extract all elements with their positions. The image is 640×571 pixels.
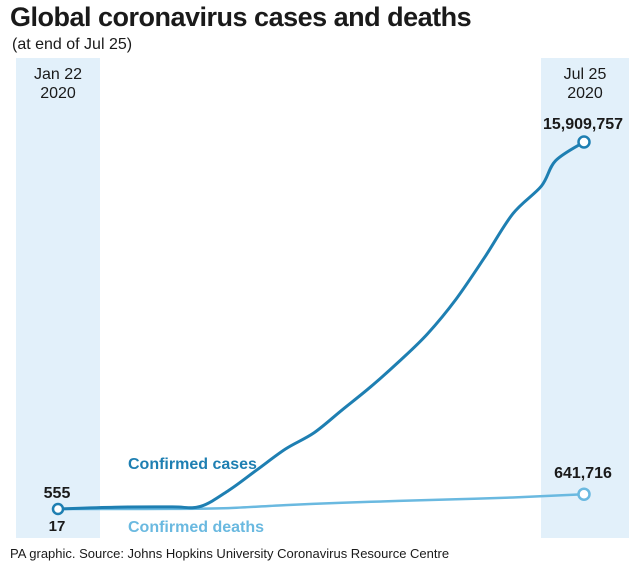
confirmed-cases-line xyxy=(56,140,586,511)
cases-start-marker xyxy=(51,502,65,516)
start-date-label-month: Jan 22 xyxy=(34,66,82,83)
start-date-label-year: 2020 xyxy=(40,85,76,102)
confirmed-deaths-line xyxy=(56,492,586,511)
cases-end-value: 15,909,757 xyxy=(543,116,623,133)
deaths-end-value: 641,716 xyxy=(554,465,612,482)
confirmed-deaths-label: Confirmed deaths xyxy=(128,519,264,536)
cases-start-value: 555 xyxy=(44,485,71,502)
deaths-end-marker xyxy=(577,487,591,501)
chart-subtitle: (at end of Jul 25) xyxy=(12,36,133,53)
chart-title: Global coronavirus cases and deaths xyxy=(10,2,472,32)
confirmed-cases-label: Confirmed cases xyxy=(128,456,257,473)
source-note: PA graphic. Source: Johns Hopkins Univer… xyxy=(10,546,450,561)
deaths-start-value: 17 xyxy=(49,518,66,535)
cases-end-marker xyxy=(577,135,591,149)
end-date-label-month: Jul 25 xyxy=(564,66,607,83)
end-date-label-year: 2020 xyxy=(567,85,603,102)
start-date-band xyxy=(16,58,100,538)
